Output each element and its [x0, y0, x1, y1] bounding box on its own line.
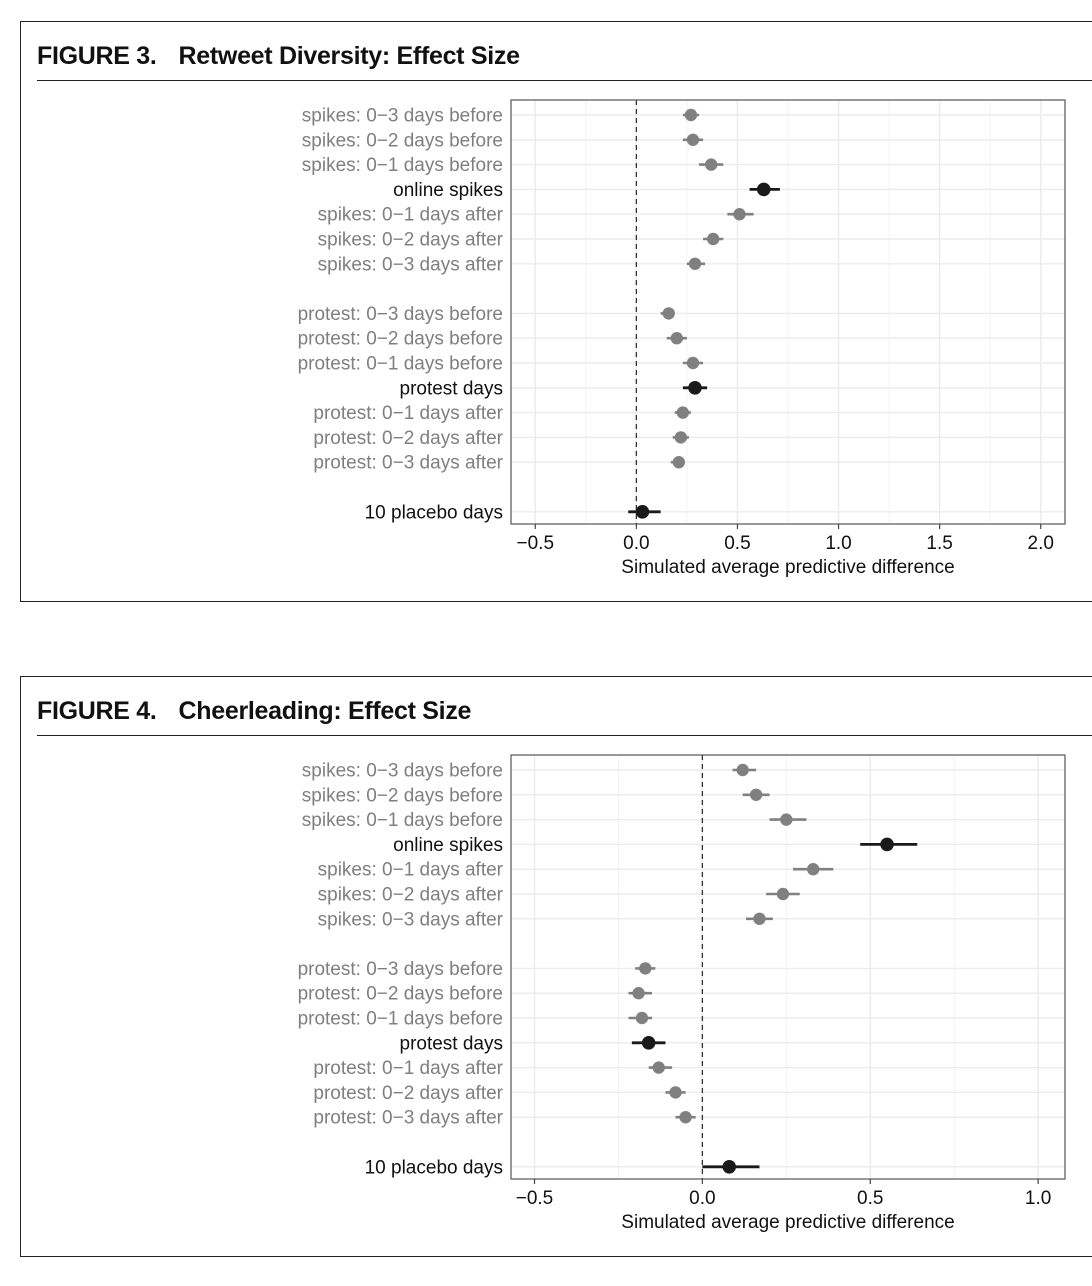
figure-4-x-tick-label: −0.5	[516, 1188, 554, 1209]
figure-3-plot-border	[510, 99, 1066, 525]
figure-3-row-label: 10 placebo days	[365, 502, 503, 523]
figure-3-number: FIGURE 3.	[37, 42, 157, 70]
figure-3-row-label: online spikes	[393, 180, 503, 201]
figure-4-point-estimate	[753, 912, 766, 925]
figure-4-row-label: protest: 0−3 days before	[298, 959, 503, 980]
figure-3-rule	[37, 80, 1092, 81]
figure-4-point-estimate	[736, 763, 749, 777]
figure-4-row-label: spikes: 0−1 days after	[318, 860, 504, 881]
figure-4-point-estimate	[669, 1086, 682, 1099]
figure-4-panel: FIGURE 4. Cheerleading: Effect Size spike…	[20, 676, 1092, 1257]
figure-3-row-label: protest: 0−3 days before	[298, 304, 503, 325]
figure-3-x-tick-label: 1.5	[926, 533, 952, 554]
figure-3-row-label: protest days	[400, 378, 504, 399]
figure-4-plot-background	[511, 755, 1065, 1179]
figure-4-plot-border	[510, 754, 1066, 1180]
figure-3-panel: FIGURE 3. Retweet Diversity: Effect Size …	[20, 21, 1092, 602]
figure-4-row-label: spikes: 0−3 days after	[318, 909, 504, 930]
figure-4-row-label: 10 placebo days	[365, 1157, 503, 1178]
figure-4-point-estimate	[652, 1061, 665, 1074]
figure-3-chart: spikes: 0−3 days before spikes: 0−2 days …	[298, 99, 1066, 578]
figure-3-row-label: spikes: 0−1 days after	[318, 205, 504, 226]
figure-4-point-estimate	[679, 1111, 692, 1124]
figure-4-point-estimate	[722, 1160, 737, 1174]
figure-3-row-label: protest: 0−3 days after	[313, 453, 503, 474]
figure-3-point-estimate	[672, 456, 686, 469]
figure-3-row-label: protest: 0−2 days before	[298, 329, 503, 350]
figure-3-row-label: spikes: 0−3 days after	[318, 254, 504, 275]
figure-4-chart: spikes: 0−3 days before spikes: 0−2 days …	[298, 754, 1066, 1233]
figure-4-point-estimate	[780, 813, 793, 826]
figure-4-point-estimate	[776, 887, 790, 901]
figure-4-point-estimate	[639, 962, 652, 975]
figure-4-x-tick-label: 1.0	[1025, 1188, 1051, 1209]
figure-4-point-estimate	[806, 863, 820, 876]
figure-3-x-tick-label: 1.0	[825, 533, 851, 554]
figure-3-point-estimate	[733, 208, 746, 221]
figure-4-point-estimate	[641, 1036, 656, 1050]
figure-3-heading: FIGURE 3. Retweet Diversity: Effect Size	[37, 42, 520, 71]
figure-3-point-estimate	[756, 182, 771, 197]
figure-4-point-estimate	[632, 987, 645, 1000]
figure-4-x-tick-label: 0.0	[689, 1188, 715, 1209]
figure-3-x-tick-label: 2.0	[1028, 533, 1054, 554]
figure-3-point-estimate	[686, 356, 700, 370]
figure-3-point-estimate	[688, 381, 702, 395]
figure-4-x-tick-label: 0.5	[857, 1188, 883, 1209]
figure-4-row-label: online spikes	[393, 835, 503, 856]
figure-4-row-label: spikes: 0−2 days before	[302, 785, 503, 806]
figure-4-point-estimate	[749, 788, 763, 801]
figure-4-row-label: spikes: 0−2 days after	[318, 885, 504, 906]
figure-4-rule	[37, 735, 1092, 736]
figure-4-row-label: spikes: 0−3 days before	[302, 761, 503, 782]
figure-4-number: FIGURE 4.	[37, 697, 157, 725]
figure-3-x-tick-label: 0.5	[724, 533, 750, 554]
figure-3-point-estimate	[686, 133, 700, 146]
figure-3-row-label: spikes: 0−3 days before	[302, 106, 503, 127]
figure-3-point-estimate	[674, 431, 688, 444]
figure-3-x-axis-label: Simulated average predictive difference	[621, 557, 954, 578]
figure-3-title: Retweet Diversity: Effect Size	[178, 42, 520, 70]
figure-3-point-estimate	[688, 257, 702, 270]
figure-3-point-estimate	[635, 505, 650, 519]
figure-4-row-label: protest: 0−2 days after	[313, 1083, 503, 1104]
figure-4-point-estimate	[880, 837, 894, 852]
figure-3-point-estimate	[704, 158, 718, 171]
figure-4-row-label: protest: 0−2 days before	[298, 984, 503, 1005]
figure-3-point-estimate	[706, 232, 720, 246]
figure-4-row-label: protest: 0−1 days after	[313, 1058, 503, 1079]
figure-4-row-label: protest: 0−3 days after	[313, 1108, 503, 1129]
figure-3-x-tick-label: 0.0	[623, 533, 649, 554]
figure-3-point-estimate	[670, 332, 683, 345]
figure-3-row-label: spikes: 0−2 days before	[302, 130, 503, 151]
figure-3-point-estimate	[684, 108, 698, 122]
figure-4-row-label: protest: 0−1 days before	[298, 1009, 503, 1030]
figure-4-row-label: spikes: 0−1 days before	[302, 810, 503, 831]
figure-3-x-tick-label: −0.5	[517, 533, 555, 554]
figure-4-point-estimate	[635, 1011, 649, 1025]
figure-3-point-estimate	[662, 307, 675, 320]
figure-3-row-label: protest: 0−2 days after	[313, 428, 503, 449]
figure-4-title: Cheerleading: Effect Size	[178, 697, 472, 725]
figure-4-row-label: protest days	[400, 1033, 504, 1054]
figure-3-point-estimate	[676, 406, 690, 419]
figure-3-row-label: protest: 0−1 days after	[313, 403, 503, 424]
figure-3-row-label: protest: 0−1 days before	[298, 354, 503, 375]
figure-3-row-label: spikes: 0−2 days after	[318, 230, 504, 251]
figure-3-row-label: spikes: 0−1 days before	[302, 155, 503, 176]
figure-4-heading: FIGURE 4. Cheerleading: Effect Size	[37, 697, 471, 726]
figure-4-x-axis-label: Simulated average predictive difference	[621, 1212, 954, 1233]
